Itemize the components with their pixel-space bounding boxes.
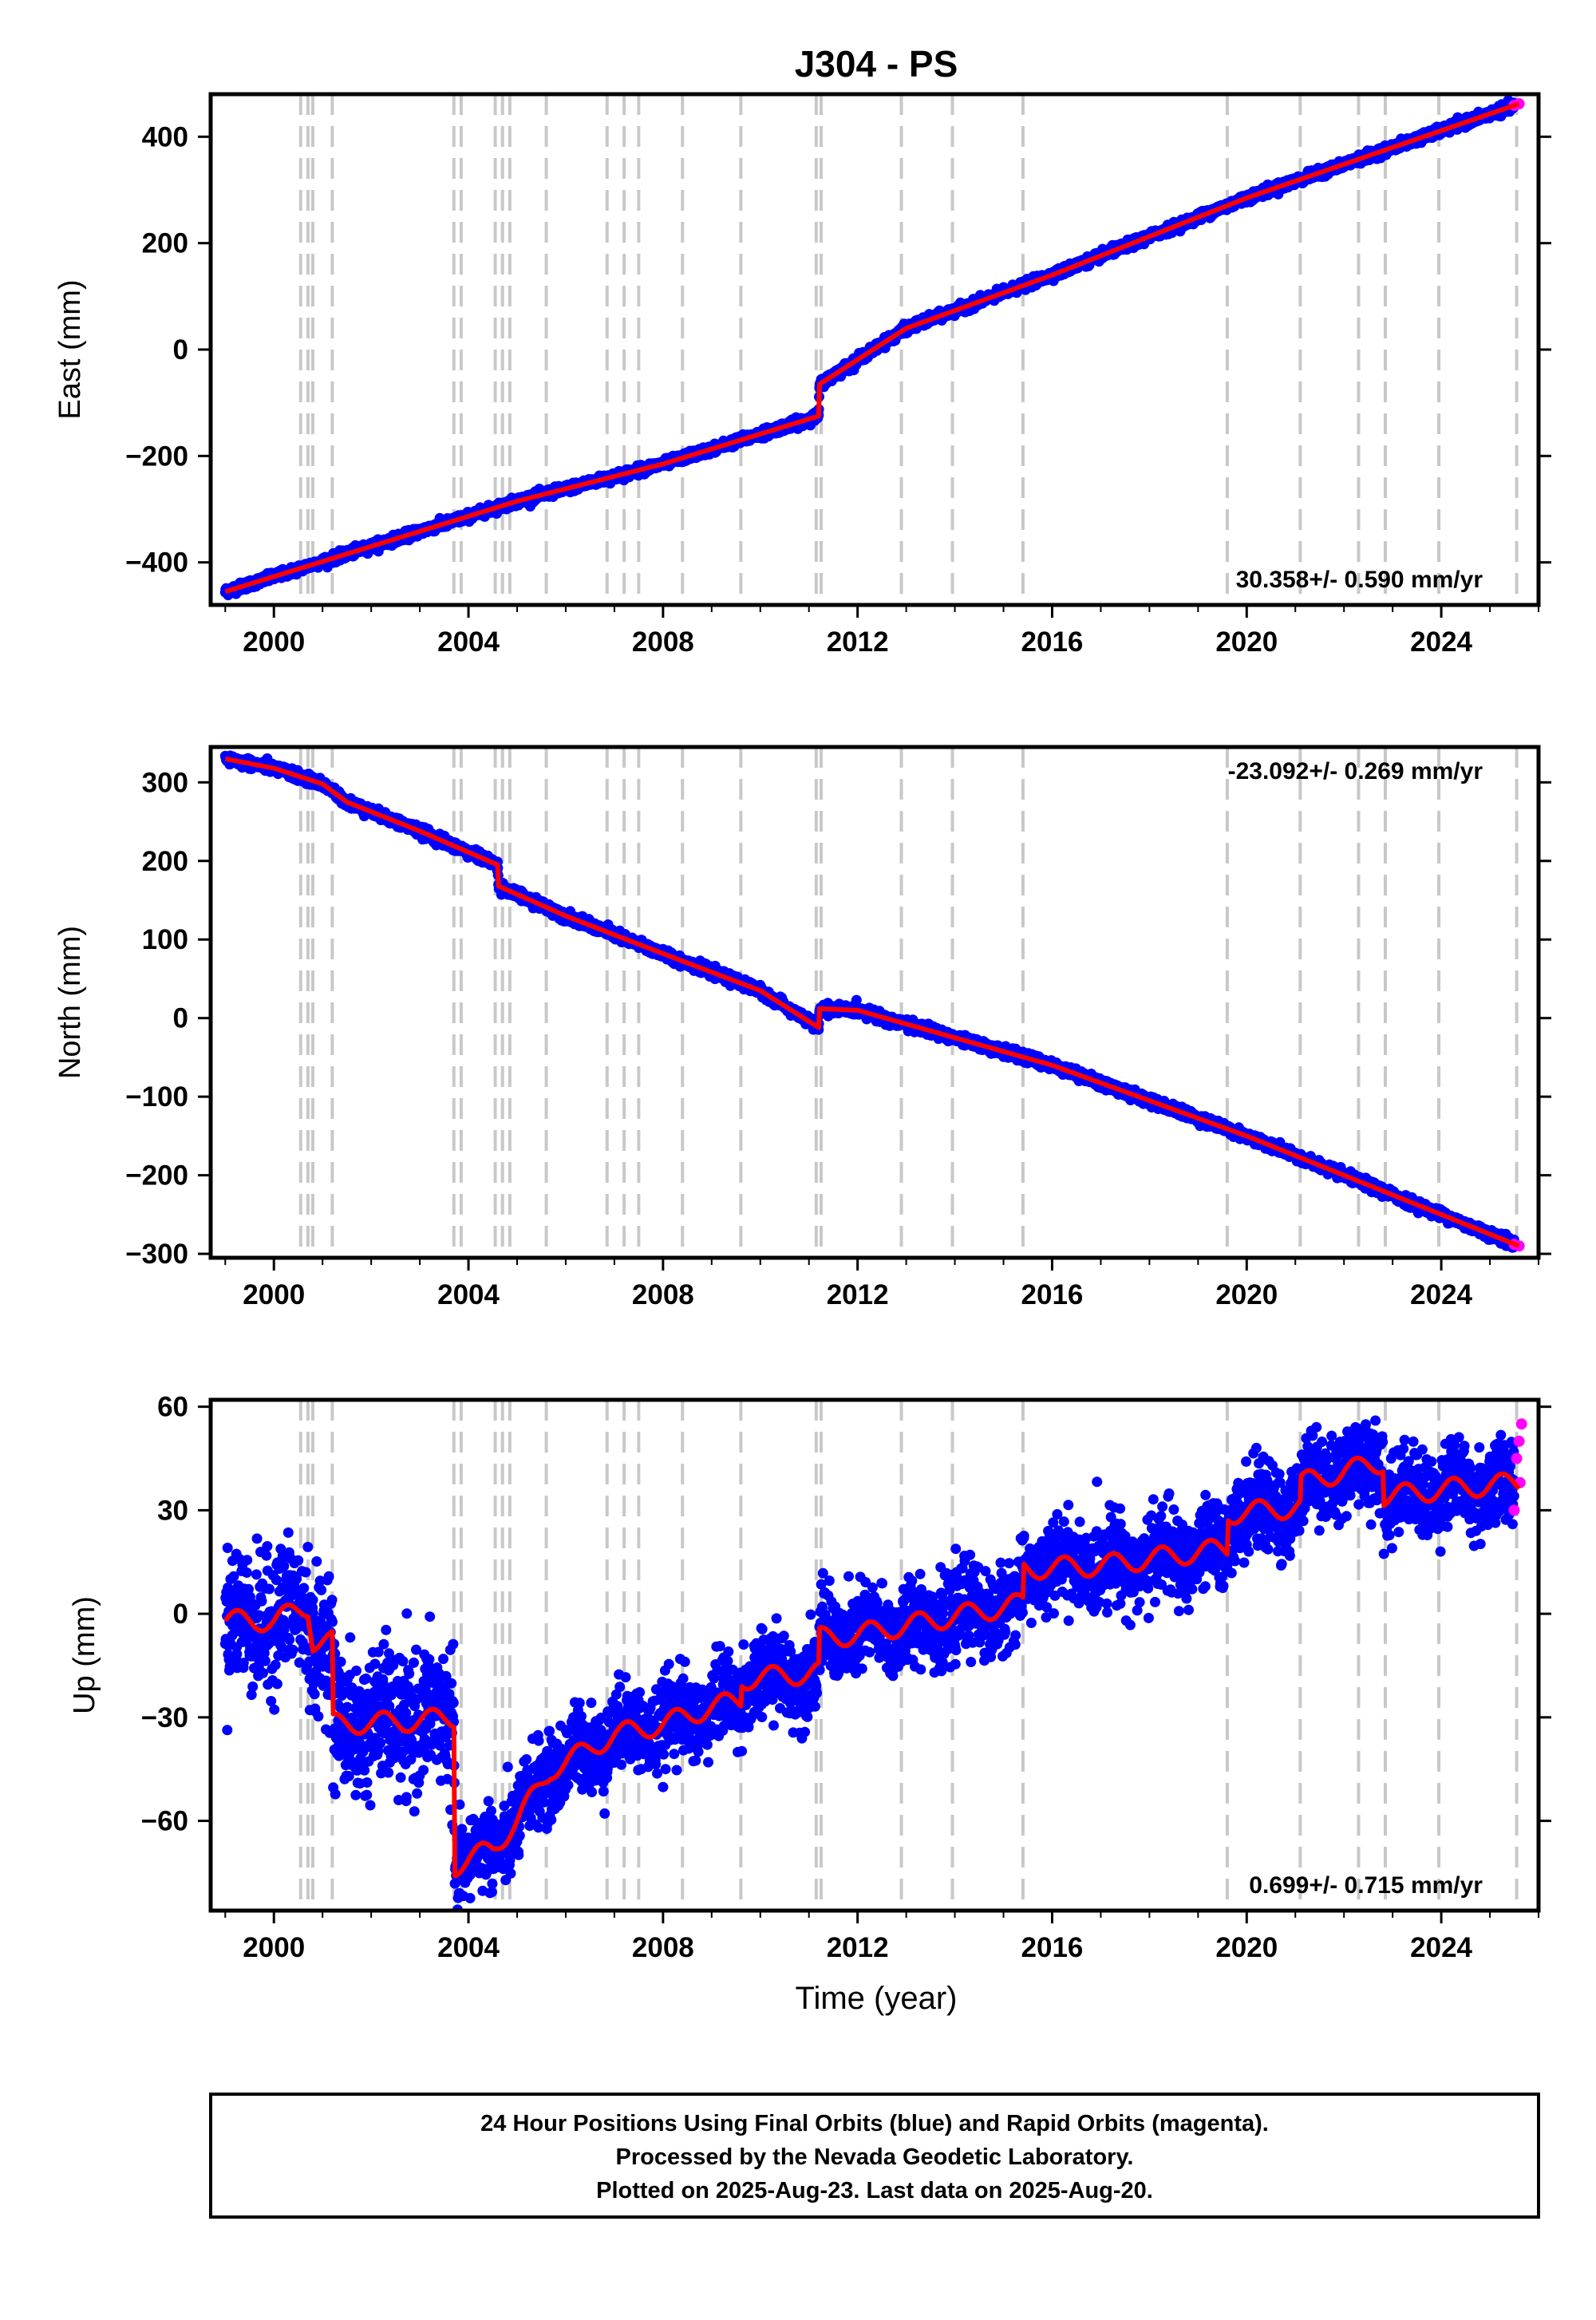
x-tick-label: 2016 — [1021, 626, 1084, 658]
north-final-orbit-points — [220, 750, 1519, 1252]
y-tick-label: 200 — [142, 228, 188, 259]
x-tick-label: 2012 — [827, 626, 889, 658]
x-tick-label: 2008 — [632, 626, 694, 658]
x-tick-label: 2000 — [243, 626, 305, 658]
y-tick-label: 400 — [142, 121, 188, 152]
figure-title: J304 - PS — [795, 43, 958, 85]
x-tick-label: 2024 — [1410, 626, 1472, 658]
y-tick-label: −400 — [125, 547, 188, 579]
x-tick-label: 2020 — [1215, 626, 1278, 658]
east-rate-label: 30.358+/- 0.590 mm/yr — [1236, 567, 1483, 593]
east-y-axis-label: East (mm) — [53, 279, 87, 419]
x-tick-label: 2004 — [437, 626, 500, 658]
y-tick-label: −200 — [125, 441, 188, 472]
y-tick-label: 0 — [173, 334, 188, 366]
east-panel: 2000 2004 2008 2012 2016 2020 2024 −400 −200 0 200… — [53, 94, 1551, 658]
